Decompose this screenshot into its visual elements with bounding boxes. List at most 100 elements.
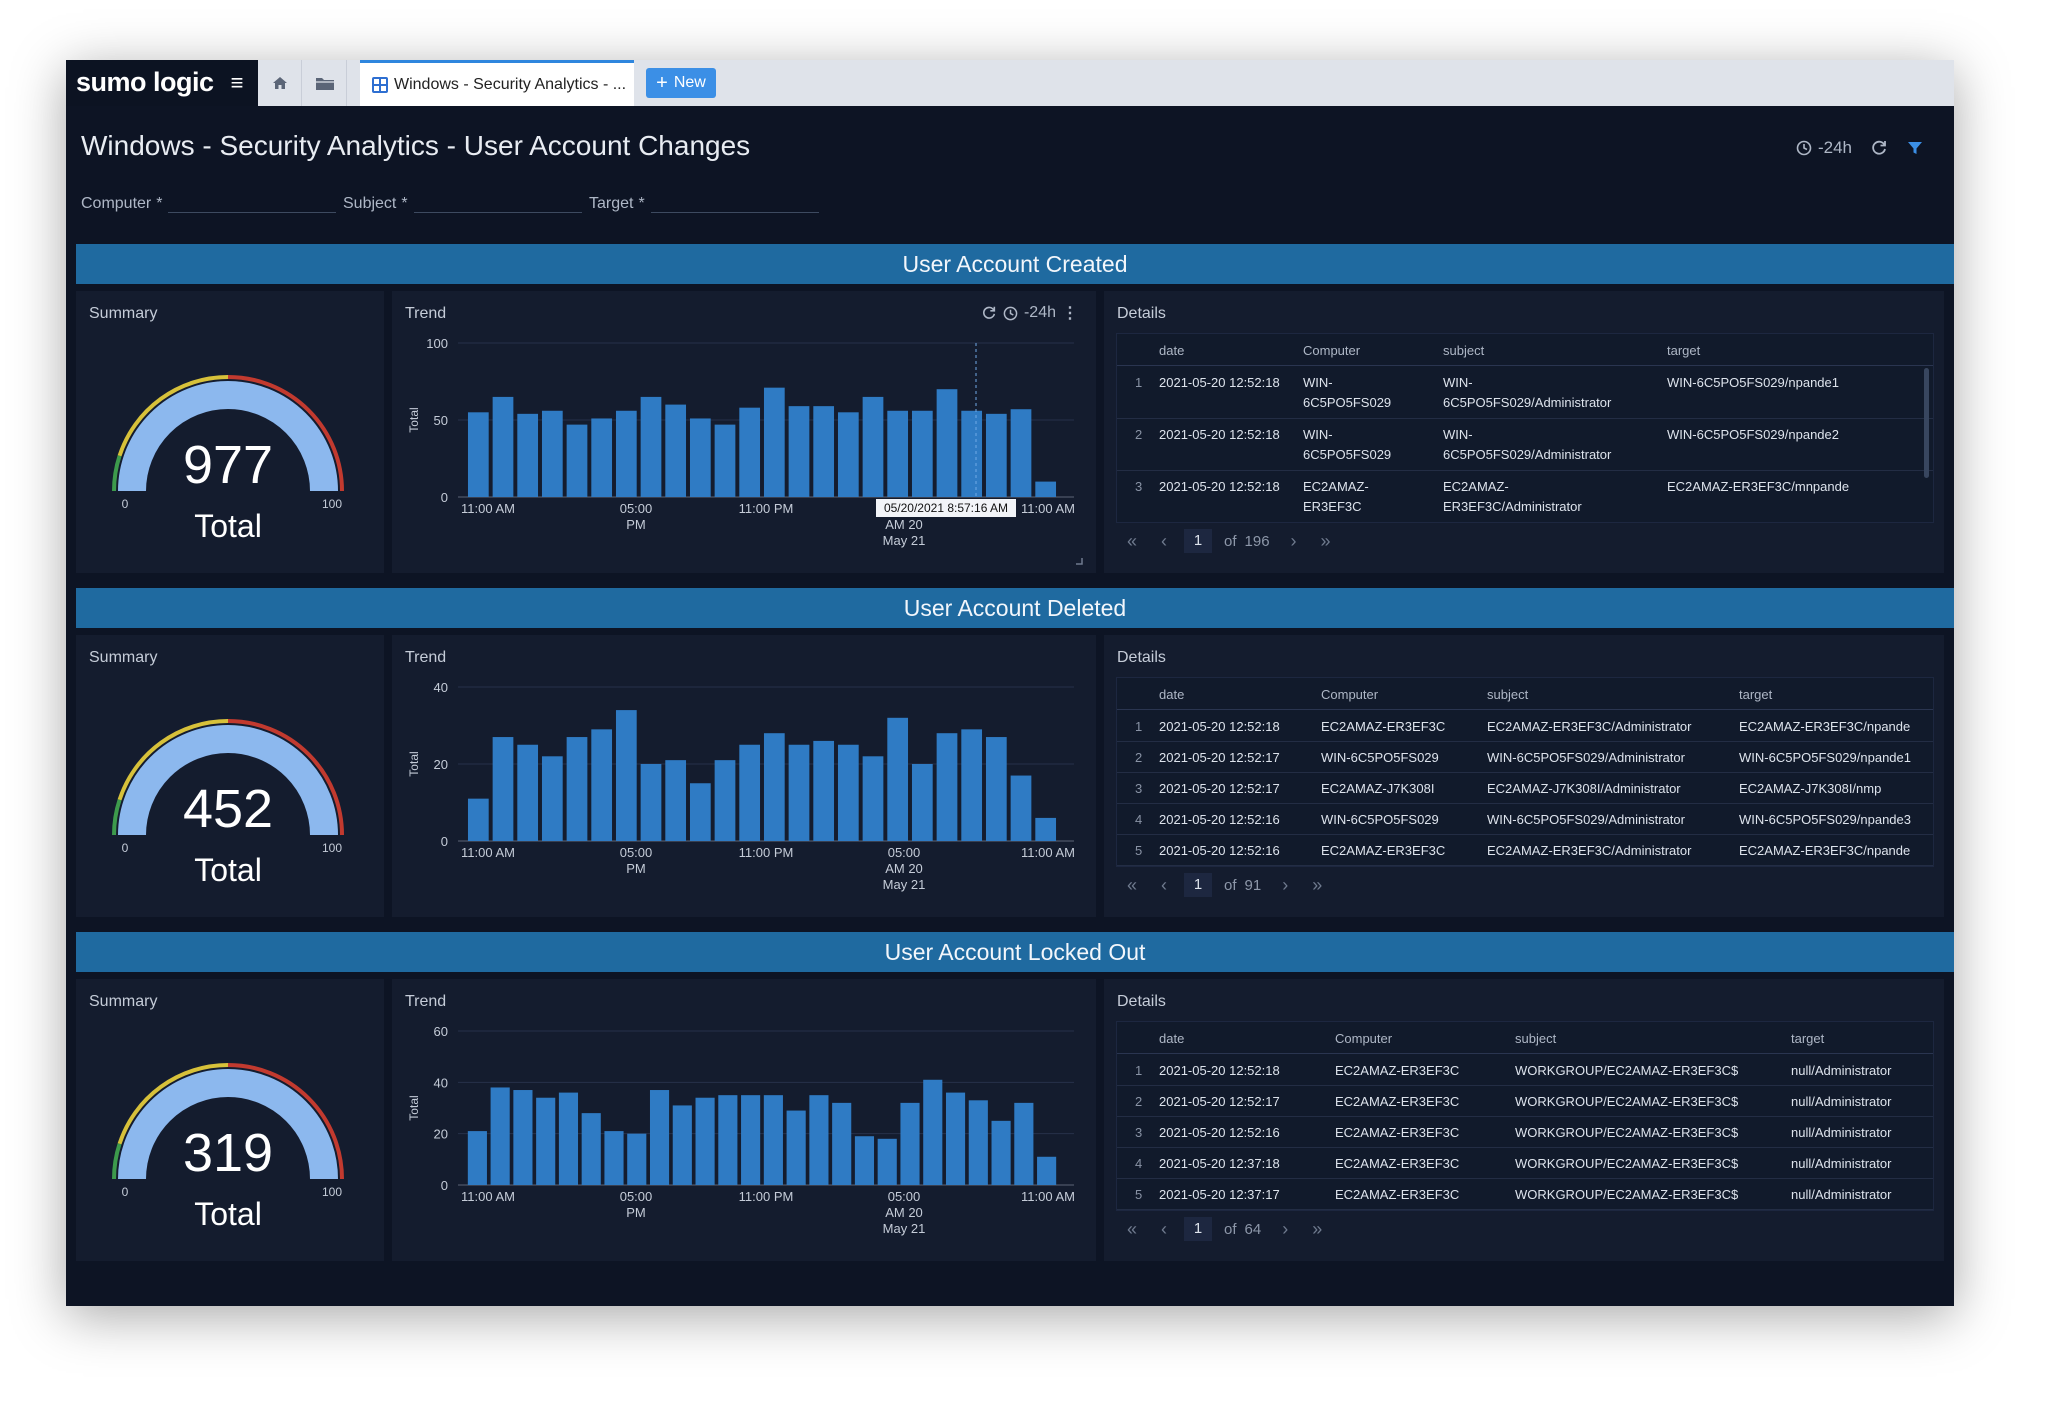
first-page-button[interactable]: « <box>1126 530 1137 551</box>
bar[interactable] <box>832 1102 852 1185</box>
table-row[interactable]: 3 2021-05-20 12:52:17 EC2AMAZ-J7K308I EC2AM… <box>1117 773 1933 804</box>
column-header[interactable]: target <box>1739 687 1773 702</box>
kebab-icon[interactable]: ⋮ <box>1062 305 1078 322</box>
bar[interactable] <box>689 783 711 841</box>
bar[interactable] <box>541 410 563 497</box>
filter-input[interactable] <box>168 195 337 213</box>
bar[interactable] <box>490 1087 510 1185</box>
home-button[interactable] <box>258 60 302 106</box>
bar[interactable] <box>887 717 909 841</box>
column-header[interactable]: date <box>1159 343 1185 358</box>
prev-page-button[interactable]: ‹ <box>1161 530 1167 551</box>
menu-button[interactable]: ≡ <box>230 70 244 95</box>
bar[interactable] <box>1010 409 1032 497</box>
table-row[interactable]: 1 2021-05-20 12:52:18 EC2AMAZ-ER3EF3C EC2AM… <box>1117 711 1933 742</box>
bar[interactable] <box>900 1102 920 1185</box>
column-header[interactable]: date <box>1159 687 1185 702</box>
last-page-button[interactable]: » <box>1312 1218 1323 1239</box>
filter-target[interactable]: Target * <box>589 195 819 213</box>
panel-time-range[interactable]: -24h <box>1023 304 1056 321</box>
filter-input[interactable] <box>413 195 582 213</box>
bar[interactable] <box>911 764 933 841</box>
bar[interactable] <box>739 744 761 841</box>
column-header[interactable]: target <box>1791 1031 1825 1046</box>
bar[interactable] <box>788 406 810 497</box>
bar[interactable] <box>591 418 613 497</box>
bar[interactable] <box>763 387 785 497</box>
table-row[interactable]: 1 2021-05-20 12:52:18 EC2AMAZ-ER3EF3C WORKG… <box>1117 1055 1933 1086</box>
bar[interactable] <box>581 1113 601 1185</box>
current-page[interactable]: 1 <box>1184 873 1212 897</box>
column-header[interactable]: Computer <box>1303 343 1361 358</box>
bar[interactable] <box>591 729 613 841</box>
bar[interactable] <box>689 418 711 497</box>
bar[interactable] <box>492 396 514 497</box>
next-page-button[interactable]: › <box>1290 530 1297 551</box>
bar[interactable] <box>718 1095 738 1185</box>
bar[interactable] <box>665 404 687 497</box>
bar[interactable] <box>615 410 637 497</box>
bar[interactable] <box>1010 775 1032 841</box>
table-row[interactable]: 4 2021-05-20 12:37:18 EC2AMAZ-ER3EF3C WORKG… <box>1117 1148 1933 1179</box>
bar[interactable] <box>985 737 1007 841</box>
filter-input[interactable] <box>650 195 819 213</box>
bar[interactable] <box>1035 481 1057 497</box>
bar[interactable] <box>517 413 539 497</box>
bar[interactable] <box>615 710 637 841</box>
last-page-button[interactable]: » <box>1320 530 1331 551</box>
bar[interactable] <box>566 424 588 497</box>
filter-icon[interactable] <box>1906 139 1924 157</box>
bar[interactable] <box>877 1138 897 1185</box>
column-header[interactable]: subject <box>1443 343 1485 358</box>
bar[interactable] <box>862 756 884 841</box>
bar[interactable] <box>936 389 958 497</box>
bar[interactable] <box>739 407 761 497</box>
bar[interactable] <box>813 740 835 841</box>
bar[interactable] <box>541 756 563 841</box>
bar[interactable] <box>1014 1102 1034 1185</box>
bar[interactable] <box>936 733 958 841</box>
bar[interactable] <box>763 733 785 841</box>
table-row[interactable]: 3 2021-05-20 12:52:18 EC2AMAZ- ER3EF3C EC2AM… <box>1117 471 1933 522</box>
table-row[interactable]: 4 2021-05-20 12:52:16 WIN-6C5PO5FS029 WIN-6… <box>1117 804 1933 835</box>
bar[interactable] <box>714 424 736 497</box>
table-row[interactable]: 5 2021-05-20 12:37:17 EC2AMAZ-ER3EF3C WORKG… <box>1117 1179 1933 1210</box>
bar[interactable] <box>714 760 736 841</box>
bar[interactable] <box>923 1079 943 1185</box>
current-page[interactable]: 1 <box>1184 1217 1212 1241</box>
bar[interactable] <box>558 1092 579 1185</box>
table-row[interactable]: 2 2021-05-20 12:52:17 WIN-6C5PO5FS029 WIN-6… <box>1117 742 1933 773</box>
bar[interactable] <box>763 1095 783 1185</box>
filter-computer[interactable]: Computer * <box>81 195 337 213</box>
bar[interactable] <box>649 1090 670 1185</box>
bar[interactable] <box>837 412 859 497</box>
bar[interactable] <box>1035 817 1057 841</box>
filter-subject[interactable]: Subject * <box>343 195 582 213</box>
library-button[interactable] <box>303 60 347 106</box>
bar[interactable] <box>741 1095 761 1185</box>
bar[interactable] <box>911 410 933 497</box>
bar[interactable] <box>695 1097 715 1185</box>
next-page-button[interactable]: › <box>1282 874 1289 895</box>
column-header[interactable]: Computer <box>1321 687 1379 702</box>
column-header[interactable]: subject <box>1487 687 1529 702</box>
bar[interactable] <box>786 1110 806 1185</box>
bar[interactable] <box>961 410 983 497</box>
bar[interactable] <box>862 396 884 497</box>
bar[interactable] <box>566 737 588 841</box>
time-range-button[interactable]: -24h <box>1796 138 1852 158</box>
refresh-icon[interactable] <box>1870 139 1888 157</box>
bar[interactable] <box>837 744 859 841</box>
bar[interactable] <box>517 744 539 841</box>
bar[interactable] <box>467 1131 487 1185</box>
last-page-button[interactable]: » <box>1312 874 1323 895</box>
refresh-icon[interactable] <box>981 305 997 321</box>
bar[interactable] <box>492 737 514 841</box>
bar[interactable] <box>887 410 909 497</box>
bar[interactable] <box>991 1120 1011 1185</box>
bar[interactable] <box>672 1105 692 1185</box>
prev-page-button[interactable]: ‹ <box>1161 1218 1167 1239</box>
column-header[interactable]: subject <box>1515 1031 1557 1046</box>
bar[interactable] <box>536 1097 556 1185</box>
bar[interactable] <box>985 413 1007 497</box>
